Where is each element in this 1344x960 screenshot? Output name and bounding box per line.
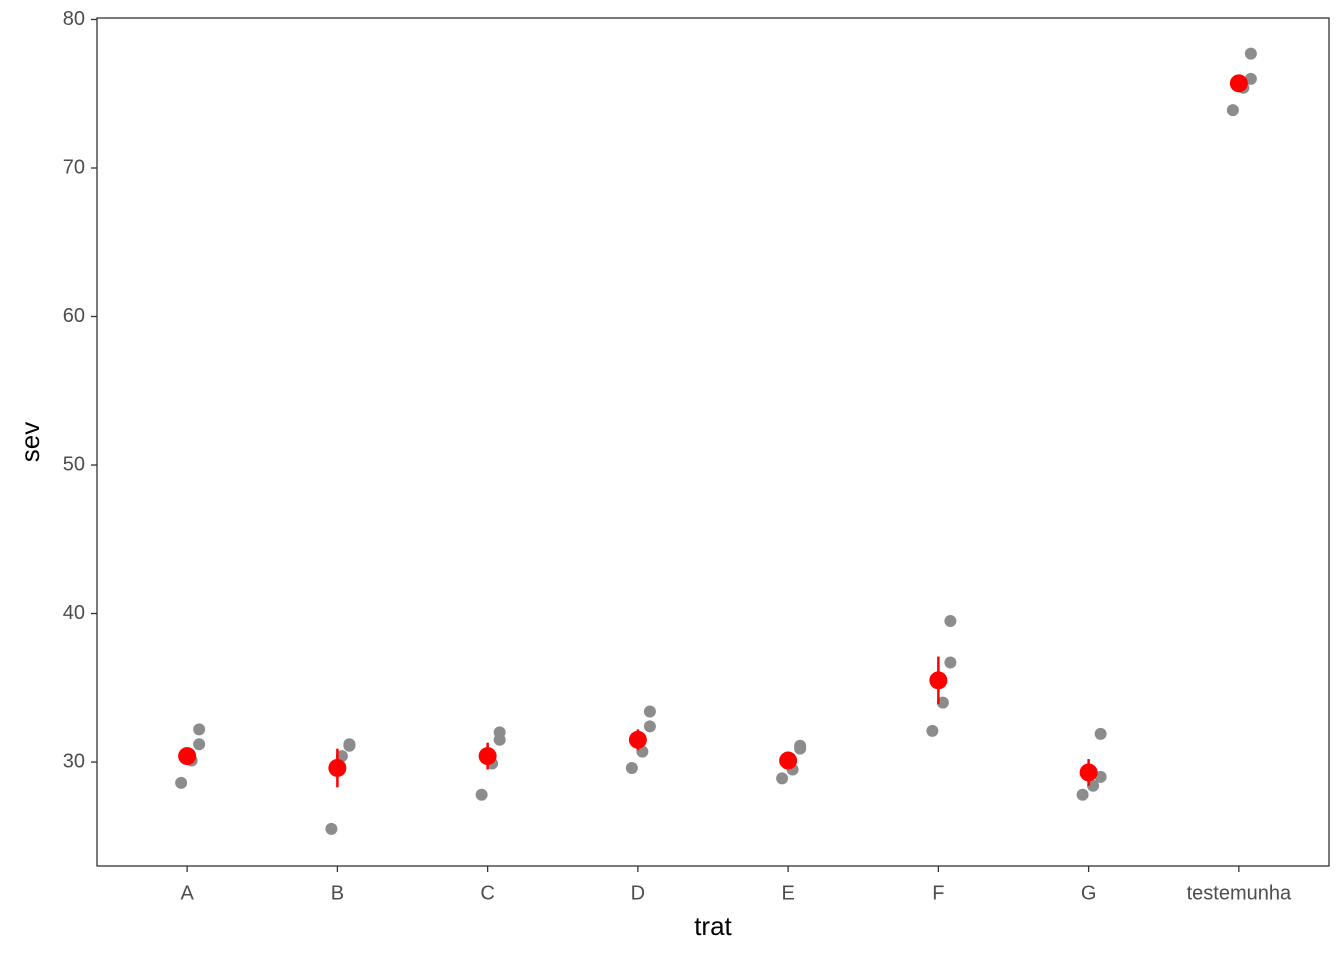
mean-point — [328, 758, 347, 777]
observation-point — [944, 614, 957, 627]
y-tick-label: 30 — [63, 750, 85, 772]
observation-point — [1076, 788, 1089, 801]
x-tick-label: B — [331, 882, 344, 904]
observation-point — [1226, 104, 1239, 117]
observation-point — [493, 733, 506, 746]
y-tick-label: 40 — [63, 602, 85, 624]
y-tick-label: 70 — [63, 156, 85, 178]
observation-point — [1094, 727, 1107, 740]
panel-border — [96, 17, 1330, 867]
observation-point — [1244, 72, 1257, 85]
observation-point — [643, 705, 656, 718]
x-axis-title: trat — [694, 911, 732, 941]
mean-point — [178, 747, 197, 766]
observation-point — [343, 739, 356, 752]
y-tick-label: 60 — [63, 305, 85, 327]
observation-point — [1087, 779, 1100, 792]
observation-point — [475, 788, 488, 801]
mean-point — [779, 751, 798, 770]
observation-point — [193, 738, 206, 751]
observation-point — [936, 696, 949, 709]
mean-point — [628, 730, 647, 749]
y-tick-label: 50 — [63, 453, 85, 475]
x-tick-label: testemunha — [1187, 882, 1292, 904]
observation-point — [776, 772, 789, 785]
x-tick-label: C — [480, 882, 494, 904]
observation-point — [1244, 47, 1257, 60]
x-tick-label: F — [932, 882, 944, 904]
observation-point — [1094, 770, 1107, 783]
x-tick-label: A — [180, 882, 194, 904]
x-tick-label: G — [1081, 882, 1097, 904]
mean-point — [478, 747, 497, 766]
x-tick-label: D — [631, 882, 645, 904]
mean-point — [1079, 763, 1098, 782]
observation-point — [944, 656, 957, 669]
x-tick-label: E — [781, 882, 794, 904]
observation-point — [325, 822, 338, 835]
mean-point — [929, 671, 948, 690]
observation-point — [625, 761, 638, 774]
observation-point — [193, 723, 206, 736]
observation-point — [926, 724, 939, 737]
observation-point — [175, 776, 188, 789]
observation-point — [636, 745, 649, 758]
y-axis-title: sev — [15, 422, 45, 462]
mean-point — [1229, 74, 1248, 93]
observation-point — [643, 720, 656, 733]
observation-point — [794, 742, 807, 755]
y-tick-label: 80 — [63, 8, 85, 30]
observation-point — [335, 750, 348, 763]
